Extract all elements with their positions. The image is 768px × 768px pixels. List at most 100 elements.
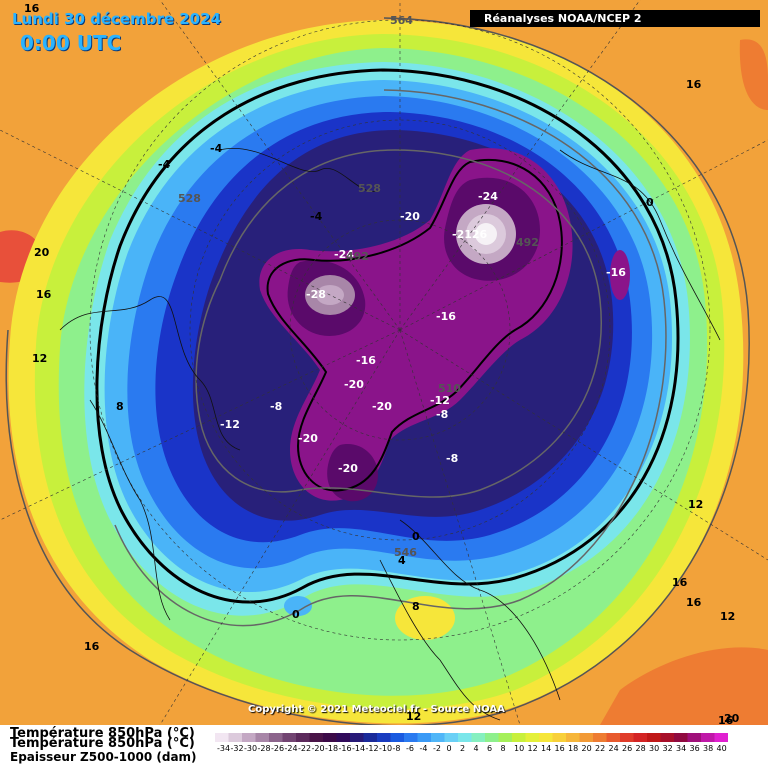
temperature-label: 16: [718, 714, 734, 725]
temperature-label: -8: [270, 400, 282, 413]
legend-title-thickness: Epaisseur Z500-1000 (dam): [10, 750, 197, 764]
scale-tick-label: 38: [703, 744, 713, 753]
temperature-label: 16: [686, 596, 702, 609]
thickness-label: 492: [516, 236, 539, 249]
temperature-label: -20: [372, 400, 392, 413]
color-swatch: [363, 733, 377, 742]
warm-patch-east: [739, 39, 768, 110]
color-swatch: [228, 733, 242, 742]
color-swatch: [215, 733, 229, 742]
legend-title-temperature: Température 850hPa (°C): [10, 726, 195, 741]
scale-tick-label: -18: [325, 744, 338, 753]
color-swatch: [552, 733, 566, 742]
color-swatch: [620, 733, 634, 742]
temperature-label: -20: [338, 462, 358, 475]
temperature-label: -16: [436, 310, 456, 323]
scale-tick-label: 32: [663, 744, 673, 753]
temperature-label: 16: [24, 2, 40, 15]
scale-tick-label: 22: [595, 744, 605, 753]
color-scale-bar: -34 -32 -30 -28 -26 -24 -22 -20 -18 -16 -14 -12 -10-…: [215, 733, 728, 753]
color-swatch: [377, 733, 391, 742]
temperature-label: -4: [158, 158, 171, 171]
temperature-label: -20: [298, 432, 318, 445]
scale-tick-label: -6: [406, 744, 414, 753]
color-swatch: [485, 733, 499, 742]
thickness-label: 528: [358, 182, 381, 195]
temperature-label: 12: [688, 498, 703, 511]
temperature-label: -20: [400, 210, 420, 223]
scale-tick-label: -28: [258, 744, 271, 753]
temperature-label: -8: [436, 408, 448, 421]
scale-tick-label: 6: [487, 744, 492, 753]
color-swatch: [323, 733, 337, 742]
color-swatch: [701, 733, 715, 742]
color-swatch: [512, 733, 526, 742]
scale-tick-label: 12: [528, 744, 538, 753]
zero-isotherm: [95, 68, 680, 604]
temperature-label: 8: [116, 400, 124, 413]
temperature-map: 16161616161616202012121212884000-4-4-4-8…: [0, 0, 768, 725]
thickness-label: 510: [438, 382, 461, 395]
color-swatch: [674, 733, 688, 742]
scale-tick-label: 0: [447, 744, 452, 753]
scale-tick-label: -4: [420, 744, 428, 753]
thickness-contour-546: [114, 89, 667, 627]
scale-tick-label: -16: [339, 744, 352, 753]
scale-tick-label: -30: [244, 744, 257, 753]
scale-tick-label: 28: [636, 744, 646, 753]
temperature-label: -8: [446, 452, 458, 465]
map-grid: [0, 0, 768, 725]
color-swatch: [296, 733, 310, 742]
temperature-label: -20: [344, 378, 364, 391]
scale-tick-label: 14: [541, 744, 551, 753]
temperature-label: 20: [34, 246, 50, 259]
temperature-label: 12: [720, 610, 735, 623]
scale-tick-label: -12: [366, 744, 379, 753]
temperature-label: -16: [606, 266, 626, 279]
color-swatch: [539, 733, 553, 742]
scale-tick-label: -34: [217, 744, 230, 753]
temperature-label: -12: [430, 394, 450, 407]
scale-tick-label: -10: [379, 744, 392, 753]
thickness-label: 546: [394, 546, 417, 559]
color-swatch: [498, 733, 512, 742]
color-swatch: [255, 733, 269, 742]
scale-tick-label: -8: [393, 744, 401, 753]
temperature-label: 8: [412, 600, 420, 613]
color-swatch: [336, 733, 350, 742]
thickness-label: 564: [390, 14, 413, 27]
legend-title-temperature-echo: Température 850hPa (°C): [10, 736, 195, 751]
color-swatch: [525, 733, 539, 742]
scale-tick-label: -20: [312, 744, 325, 753]
scale-tick-label: 16: [555, 744, 565, 753]
scale-tick-label: 4: [474, 744, 479, 753]
color-swatch: [593, 733, 607, 742]
color-swatch: [714, 733, 728, 742]
color-swatch: [606, 733, 620, 742]
scale-tick-label: 36: [690, 744, 700, 753]
scale-tick-label: -2: [433, 744, 441, 753]
scale-tick-label: 24: [609, 744, 619, 753]
temperature-label: 4: [398, 554, 406, 567]
temperature-label: -24: [334, 248, 354, 261]
thickness-label: 528: [178, 192, 201, 205]
temperature-label: 16: [686, 78, 702, 91]
color-swatch: [444, 733, 458, 742]
isotherm-minus-20: [266, 158, 563, 492]
temperature-label: -28: [306, 288, 326, 301]
scale-tick-label: 30: [649, 744, 659, 753]
data-source-banner: Réanalyses NOAA/NCEP 2: [470, 10, 760, 27]
purple-spot-east: [610, 250, 630, 300]
scale-tick-label: -22: [298, 744, 311, 753]
temperature-label: -4: [310, 210, 323, 223]
color-swatch: [633, 733, 647, 742]
temperature-label: -4: [210, 142, 223, 155]
color-swatch: [404, 733, 418, 742]
color-swatch: [471, 733, 485, 742]
temperature-label: 0: [412, 530, 420, 543]
color-swatch: [458, 733, 472, 742]
color-swatch: [647, 733, 661, 742]
color-swatch: [431, 733, 445, 742]
scale-tick-label: 8: [501, 744, 506, 753]
color-swatch: [390, 733, 404, 742]
